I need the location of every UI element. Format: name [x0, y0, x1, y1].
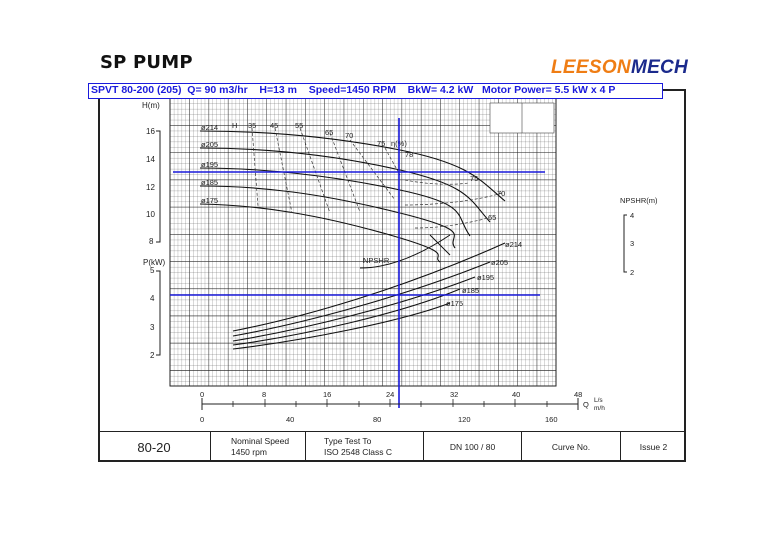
dn-value: DN 100 / 80	[449, 441, 496, 452]
svg-text:ø175: ø175	[446, 299, 463, 308]
svg-text:8: 8	[149, 237, 154, 246]
speed-value: 1450 rpm	[231, 447, 267, 457]
svg-text:45: 45	[270, 121, 278, 130]
svg-text:3: 3	[630, 239, 634, 248]
svg-text:ø205: ø205	[201, 140, 218, 149]
svg-text:65: 65	[488, 213, 496, 222]
footer-test: Type Test To ISO 2548 Class C	[306, 432, 424, 462]
svg-text:75: 75	[470, 174, 478, 183]
svg-text:ø195: ø195	[477, 273, 494, 282]
svg-text:78: 78	[405, 150, 413, 159]
svg-text:0: 0	[200, 415, 204, 424]
svg-text:40: 40	[512, 390, 520, 399]
svg-text:32: 32	[450, 390, 458, 399]
svg-text:70: 70	[345, 131, 353, 140]
spec-bar: SPVT 80-200 (205) Q= 90 m3/hr H=13 m Spe…	[88, 83, 663, 99]
duty-point-lines	[170, 118, 545, 408]
footer-speed: Nominal Speed 1450 rpm	[211, 432, 306, 462]
footer-table: 80-20 Nominal Speed 1450 rpm Type Test T…	[98, 431, 686, 462]
head-axis: H(m) 16 14 12 10 8	[142, 101, 161, 246]
curve-no-label: Curve No.	[551, 441, 591, 452]
svg-text:H: H	[232, 121, 237, 130]
svg-text:4: 4	[150, 294, 155, 303]
grid	[169, 97, 557, 387]
power-curve-labels: ø214 ø205 ø195 ø185 ø175	[446, 240, 522, 308]
npshr-curve: NPSHR	[359, 234, 451, 269]
head-curve-labels: ø214 ø205 ø195 ø185 ø175	[201, 123, 218, 205]
svg-text:14: 14	[146, 155, 155, 164]
svg-text:70: 70	[497, 189, 505, 198]
issue-label: Issue 2	[639, 441, 668, 452]
svg-text:80: 80	[373, 415, 381, 424]
logo-part-leeson: LEESON	[551, 57, 631, 78]
svg-text:8: 8	[262, 390, 266, 399]
x-axis: 0 8 16 24 32 40 48 Q L/s m/h 0 40 80 120…	[200, 390, 605, 424]
svg-text:ø214: ø214	[201, 123, 218, 132]
svg-text:ø185: ø185	[201, 178, 218, 187]
logo-part-mech: MECH	[630, 57, 689, 78]
svg-text:ø185: ø185	[462, 286, 479, 295]
svg-text:75: 75	[377, 139, 385, 148]
speed-label: Nominal Speed	[231, 436, 290, 446]
model-number: 80-20	[137, 439, 171, 455]
svg-text:10: 10	[146, 210, 155, 219]
svg-text:ø175: ø175	[201, 196, 218, 205]
svg-text:ø214: ø214	[505, 240, 522, 249]
svg-text:24: 24	[386, 390, 394, 399]
test-label: Type Test To	[324, 436, 372, 446]
head-axis-label: H(m)	[142, 101, 160, 110]
svg-text:0: 0	[200, 390, 204, 399]
svg-text:4: 4	[630, 211, 634, 220]
svg-text:55: 55	[295, 121, 303, 130]
power-curves	[232, 242, 506, 350]
svg-text:65: 65	[325, 128, 333, 137]
svg-text:120: 120	[458, 415, 471, 424]
efficiency-lines	[251, 127, 503, 229]
svg-text:40: 40	[286, 415, 294, 424]
svg-text:160: 160	[545, 415, 558, 424]
power-axis-label: P(kW)	[143, 258, 166, 267]
power-axis: P(kW) 5 4 3 2	[143, 258, 166, 360]
svg-text:NPSHR: NPSHR	[363, 256, 390, 265]
svg-text:3: 3	[150, 323, 155, 332]
svg-text:ø205: ø205	[491, 258, 508, 267]
head-curves	[199, 130, 506, 263]
svg-text:L/s: L/s	[594, 397, 603, 404]
svg-text:ø195: ø195	[201, 160, 218, 169]
svg-text:5: 5	[150, 266, 155, 275]
svg-text:16: 16	[323, 390, 331, 399]
svg-text:NPSHR(m): NPSHR(m)	[620, 196, 658, 205]
svg-text:48: 48	[574, 390, 582, 399]
footer-curve-no: Curve No.	[522, 432, 621, 462]
svg-text:2: 2	[150, 351, 155, 360]
svg-text:m/h: m/h	[594, 405, 605, 412]
brand-logo: LEESONMECH	[551, 57, 688, 79]
svg-text:12: 12	[146, 183, 155, 192]
svg-text:Q: Q	[583, 400, 589, 409]
footer-issue: Issue 2	[621, 432, 686, 462]
footer-dn: DN 100 / 80	[424, 432, 522, 462]
svg-text:16: 16	[146, 127, 155, 136]
page-title: SP PUMP	[100, 52, 193, 73]
footer-model: 80-20	[98, 432, 211, 462]
npshr-axis: NPSHR(m) 4 3 2	[620, 196, 658, 277]
svg-text:35: 35	[248, 121, 256, 130]
test-value: ISO 2548 Class C	[324, 447, 393, 457]
svg-text:2: 2	[630, 268, 634, 277]
